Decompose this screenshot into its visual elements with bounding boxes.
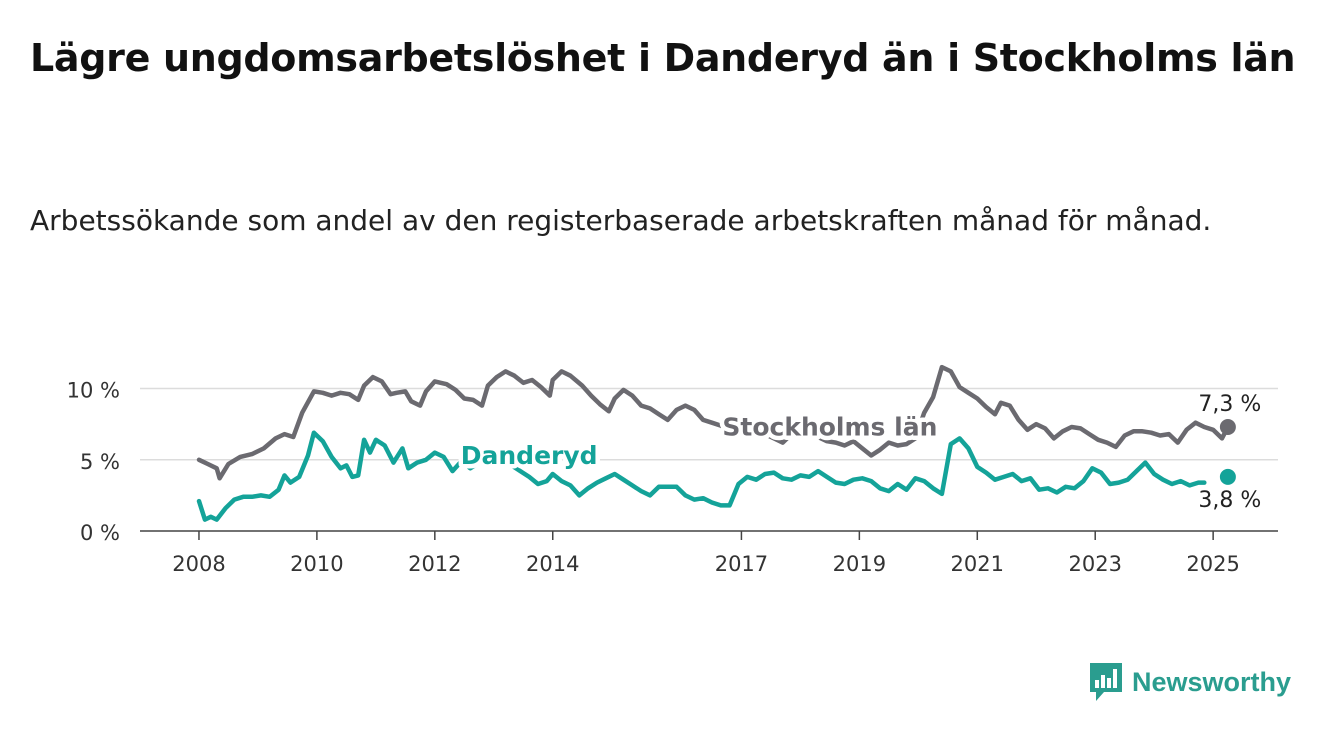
chart-subtitle: Arbetssökande som andel av den registerb… bbox=[30, 204, 1212, 237]
x-axis: 2008 2010 2012 2014 2017 2019 2021 2023 2025 bbox=[140, 530, 1278, 576]
label-layer: 7,3 % 3,8 % Stockholms län Danderyd bbox=[456, 392, 1261, 513]
end-value-label: 3,8 % bbox=[1198, 488, 1261, 513]
end-point bbox=[1219, 418, 1236, 435]
x-tick-label: 2023 bbox=[1068, 552, 1121, 576]
newsworthy-logo-icon bbox=[1090, 663, 1122, 701]
brand-name: Newsworthy bbox=[1132, 666, 1292, 697]
end-point bbox=[1219, 468, 1236, 485]
series-layer bbox=[196, 364, 1231, 522]
brand-logo: Newsworthy bbox=[1088, 660, 1291, 704]
y-tick-label: 0 % bbox=[80, 521, 120, 545]
x-tick-label: 2019 bbox=[833, 552, 886, 576]
x-tick-label: 2014 bbox=[526, 552, 579, 576]
series-label: Stockholms län bbox=[722, 413, 937, 442]
x-tick-label: 2010 bbox=[290, 552, 343, 576]
y-tick-label: 10 % bbox=[67, 379, 120, 403]
x-tick-label: 2012 bbox=[408, 552, 461, 576]
y-tick-label: 5 % bbox=[80, 450, 120, 474]
x-tick-label: 2025 bbox=[1186, 552, 1239, 576]
x-tick-label: 2017 bbox=[715, 552, 768, 576]
grid-layer: 0 % 5 % 10 % bbox=[67, 379, 1278, 545]
series-line-stockholms-l-n bbox=[196, 364, 1231, 481]
x-tick-label: 2021 bbox=[951, 552, 1004, 576]
series-line-danderyd bbox=[196, 430, 1207, 522]
end-value-label: 7,3 % bbox=[1198, 392, 1261, 417]
chart-title: Lägre ungdomsarbetslöshet i Danderyd än … bbox=[30, 36, 1296, 80]
series-label: Danderyd bbox=[461, 441, 598, 470]
x-tick-label: 2008 bbox=[172, 552, 225, 576]
